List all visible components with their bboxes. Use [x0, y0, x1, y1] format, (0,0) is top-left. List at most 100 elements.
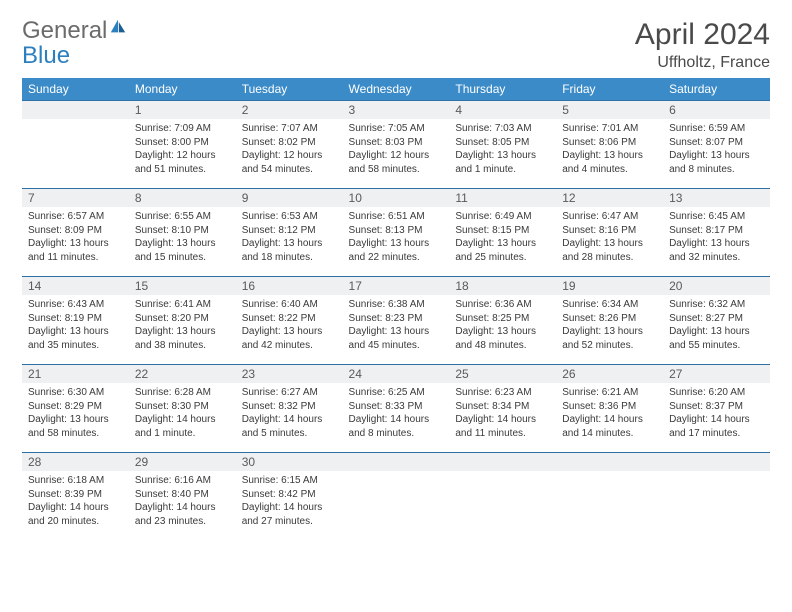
day-header: Tuesday: [236, 78, 343, 101]
sunset-value: 8:10 PM: [172, 225, 209, 236]
sunset-value: 8:30 PM: [172, 401, 209, 412]
day-number: 5: [556, 101, 663, 119]
calendar-cell: 20Sunrise: 6:32 AMSunset: 8:27 PMDayligh…: [663, 277, 770, 365]
daylight-label: Daylight:: [455, 414, 497, 425]
sunset-label: Sunset:: [242, 225, 279, 236]
sunrise-value: 7:01 AM: [602, 123, 639, 134]
daylight-label: Daylight:: [455, 150, 497, 161]
sunset-value: 8:36 PM: [599, 401, 636, 412]
sunrise-value: 6:15 AM: [281, 475, 318, 486]
sunset-label: Sunset:: [28, 401, 65, 412]
sunset-value: 8:00 PM: [172, 137, 209, 148]
sunrise-label: Sunrise:: [562, 299, 601, 310]
day-data: Sunrise: 6:27 AMSunset: 8:32 PMDaylight:…: [236, 383, 343, 443]
day-number: 28: [22, 453, 129, 471]
sunset-value: 8:03 PM: [385, 137, 422, 148]
daylight-label: Daylight:: [562, 326, 604, 337]
day-header: Wednesday: [343, 78, 450, 101]
day-number: 13: [663, 189, 770, 207]
sunrise-label: Sunrise:: [242, 387, 281, 398]
daylight-label: Daylight:: [349, 238, 391, 249]
sunset-value: 8:02 PM: [278, 137, 315, 148]
calendar-cell: 29Sunrise: 6:16 AMSunset: 8:40 PMDayligh…: [129, 453, 236, 541]
day-header: Sunday: [22, 78, 129, 101]
day-data: Sunrise: 6:45 AMSunset: 8:17 PMDaylight:…: [663, 207, 770, 267]
calendar-cell: [22, 101, 129, 189]
sunrise-value: 6:18 AM: [67, 475, 104, 486]
sunset-value: 8:22 PM: [278, 313, 315, 324]
sunrise-label: Sunrise:: [135, 299, 174, 310]
sunrise-label: Sunrise:: [28, 387, 67, 398]
calendar-cell: 23Sunrise: 6:27 AMSunset: 8:32 PMDayligh…: [236, 365, 343, 453]
sunrise-value: 6:51 AM: [388, 211, 425, 222]
calendar-cell: 27Sunrise: 6:20 AMSunset: 8:37 PMDayligh…: [663, 365, 770, 453]
calendar-cell: [663, 453, 770, 541]
day-header: Thursday: [449, 78, 556, 101]
sunrise-value: 7:03 AM: [495, 123, 532, 134]
sunrise-label: Sunrise:: [562, 211, 601, 222]
logo: GeneralBlue: [22, 18, 128, 68]
sunset-value: 8:19 PM: [65, 313, 102, 324]
sunrise-label: Sunrise:: [28, 475, 67, 486]
sunrise-value: 6:34 AM: [602, 299, 639, 310]
sunset-label: Sunset:: [669, 137, 706, 148]
day-data: Sunrise: 6:41 AMSunset: 8:20 PMDaylight:…: [129, 295, 236, 355]
day-data: Sunrise: 6:23 AMSunset: 8:34 PMDaylight:…: [449, 383, 556, 443]
sunset-label: Sunset:: [242, 137, 279, 148]
sunrise-label: Sunrise:: [455, 211, 494, 222]
day-data: Sunrise: 6:28 AMSunset: 8:30 PMDaylight:…: [129, 383, 236, 443]
sunset-value: 8:42 PM: [278, 489, 315, 500]
daylight-label: Daylight:: [135, 326, 177, 337]
daylight-label: Daylight:: [455, 238, 497, 249]
sunset-label: Sunset:: [135, 225, 172, 236]
sunrise-label: Sunrise:: [669, 299, 708, 310]
sunrise-value: 7:09 AM: [174, 123, 211, 134]
day-data: Sunrise: 6:34 AMSunset: 8:26 PM Daylight:…: [556, 295, 663, 355]
day-number: 27: [663, 365, 770, 383]
calendar-cell: 28Sunrise: 6:18 AMSunset: 8:39 PMDayligh…: [22, 453, 129, 541]
sunrise-label: Sunrise:: [349, 299, 388, 310]
day-number-empty: [663, 453, 770, 471]
sunrise-label: Sunrise:: [349, 387, 388, 398]
day-number-empty: [343, 453, 450, 471]
calendar-cell: 26Sunrise: 6:21 AMSunset: 8:36 PMDayligh…: [556, 365, 663, 453]
calendar-cell: 16Sunrise: 6:40 AMSunset: 8:22 PMDayligh…: [236, 277, 343, 365]
day-number: 21: [22, 365, 129, 383]
logo-text-blue: Blue: [22, 42, 70, 69]
sunset-label: Sunset:: [455, 225, 492, 236]
calendar-cell: 10Sunrise: 6:51 AMSunset: 8:13 PMDayligh…: [343, 189, 450, 277]
sunset-value: 8:07 PM: [706, 137, 743, 148]
daylight-label: Daylight:: [28, 414, 70, 425]
day-number: 12: [556, 189, 663, 207]
sunset-label: Sunset:: [28, 489, 65, 500]
sunset-label: Sunset:: [455, 313, 492, 324]
sunrise-value: 6:38 AM: [388, 299, 425, 310]
sunset-label: Sunset:: [135, 313, 172, 324]
day-header-row: SundayMondayTuesdayWednesdayThursdayFrid…: [22, 78, 770, 101]
sunset-value: 8:15 PM: [492, 225, 529, 236]
sunrise-label: Sunrise:: [242, 475, 281, 486]
daylight-label: Daylight:: [349, 414, 391, 425]
day-header: Friday: [556, 78, 663, 101]
calendar-cell: 9Sunrise: 6:53 AMSunset: 8:12 PMDaylight…: [236, 189, 343, 277]
sunrise-label: Sunrise:: [455, 387, 494, 398]
sunrise-label: Sunrise:: [135, 475, 174, 486]
sunset-value: 8:09 PM: [65, 225, 102, 236]
sunrise-value: 6:57 AM: [67, 211, 104, 222]
sunrise-value: 6:27 AM: [281, 387, 318, 398]
day-number: 18: [449, 277, 556, 295]
sunset-label: Sunset:: [562, 313, 599, 324]
sunset-value: 8:26 PM: [599, 313, 636, 324]
sunrise-value: 6:16 AM: [174, 475, 211, 486]
sunrise-label: Sunrise:: [349, 211, 388, 222]
day-data: Sunrise: 7:03 AMSunset: 8:05 PMDaylight:…: [449, 119, 556, 179]
calendar-cell: [556, 453, 663, 541]
sunrise-label: Sunrise:: [455, 123, 494, 134]
sunset-label: Sunset:: [242, 313, 279, 324]
sunset-value: 8:13 PM: [385, 225, 422, 236]
day-number-empty: [22, 101, 129, 119]
day-data: Sunrise: 6:16 AMSunset: 8:40 PMDaylight:…: [129, 471, 236, 531]
daylight-label: Daylight:: [242, 326, 284, 337]
page-header: GeneralBlue April 2024 Uffholtz, France: [22, 18, 770, 72]
sunrise-label: Sunrise:: [135, 211, 174, 222]
